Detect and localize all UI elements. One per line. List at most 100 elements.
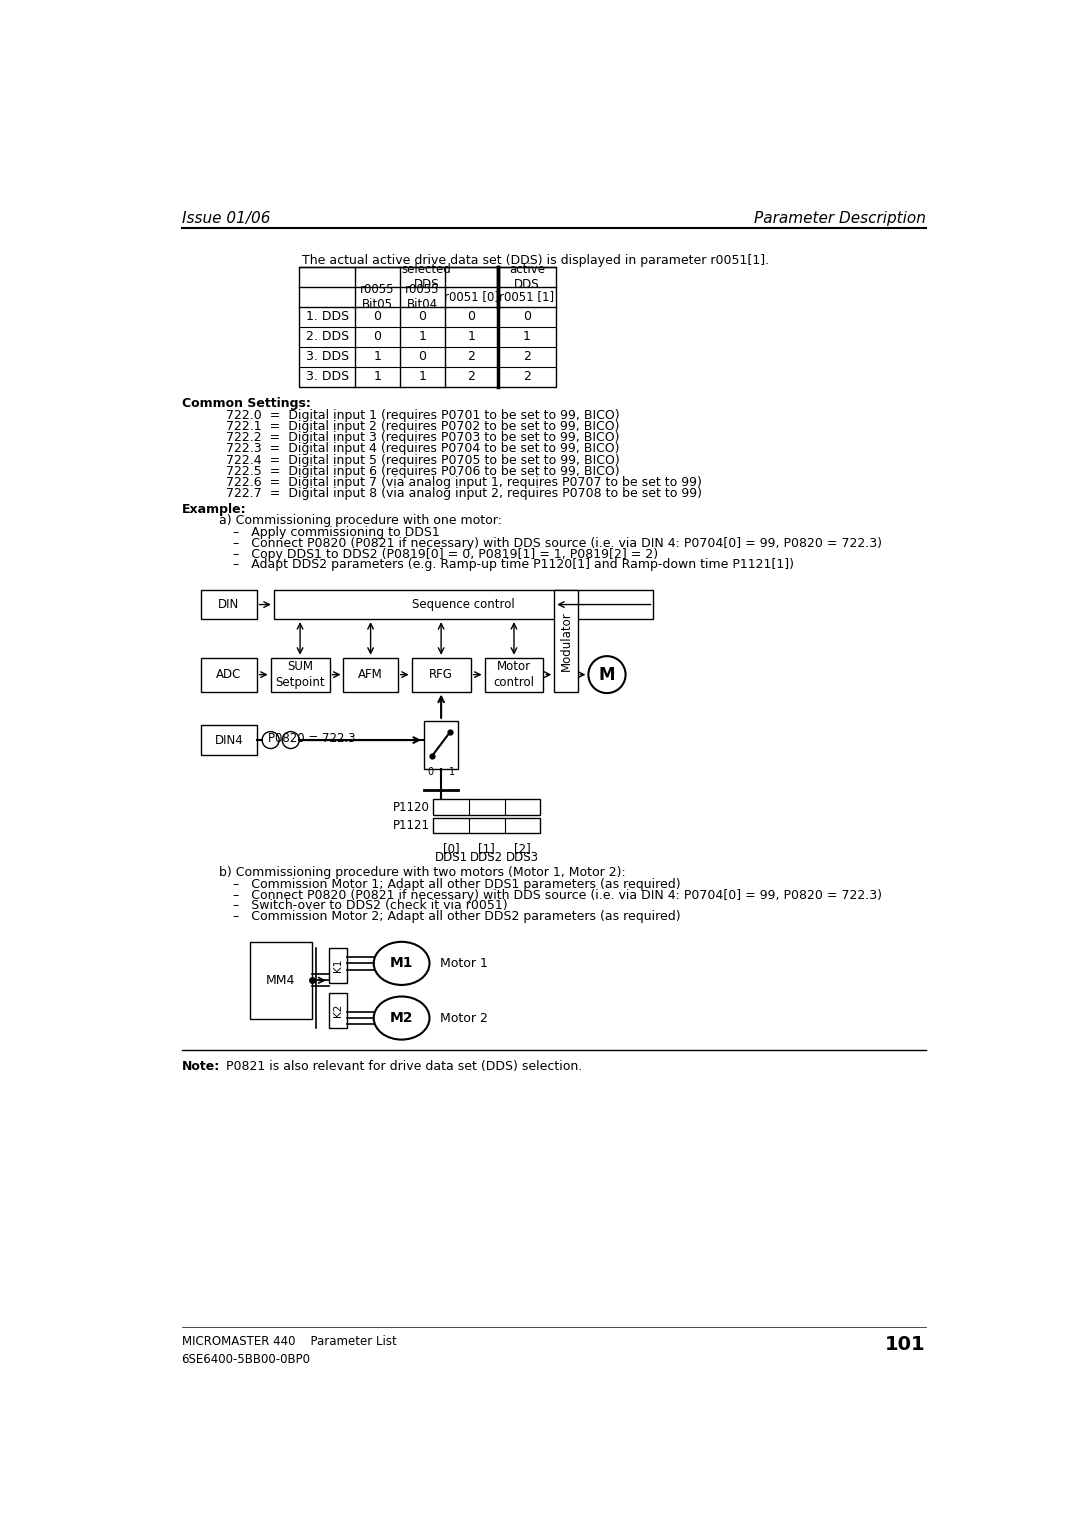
Circle shape (262, 732, 279, 749)
Ellipse shape (374, 996, 430, 1039)
Bar (424, 721, 458, 769)
Text: AFM: AFM (359, 668, 383, 681)
Bar (433, 817, 540, 833)
Text: DDS1: DDS1 (434, 851, 468, 863)
Text: K2: K2 (333, 1004, 343, 1018)
Text: r0055
Bit05: r0055 Bit05 (361, 283, 395, 310)
Bar (249, 941, 312, 1019)
Text: –   Switch-over to DDS2 (check it via r0051): – Switch-over to DDS2 (check it via r005… (232, 900, 508, 912)
Circle shape (589, 656, 625, 694)
Text: a) Commissioning procedure with one motor:: a) Commissioning procedure with one moto… (218, 515, 501, 527)
Bar (201, 726, 257, 755)
Text: MICROMASTER 440    Parameter List
6SE6400-5BB00-0BP0: MICROMASTER 440 Parameter List 6SE6400-5… (181, 1334, 396, 1366)
Text: –   Copy DDS1 to DDS2 (P0819[0] = 0, P0819[1] = 1, P0819[2] = 2): – Copy DDS1 to DDS2 (P0819[0] = 0, P0819… (232, 547, 658, 561)
Text: DIN4: DIN4 (215, 733, 243, 747)
Text: Modulator: Modulator (559, 611, 572, 671)
Text: –   Commission Motor 2; Adapt all other DDS2 parameters (as required): – Commission Motor 2; Adapt all other DD… (232, 911, 680, 923)
Text: MM4: MM4 (266, 973, 296, 987)
Text: DIN: DIN (218, 597, 240, 611)
Text: P1120: P1120 (393, 801, 430, 813)
Text: 722.3  =  Digital input 4 (requires P0704 to be set to 99, BICO): 722.3 = Digital input 4 (requires P0704 … (227, 443, 620, 455)
Text: 0: 0 (523, 310, 530, 322)
Text: The actual active drive data set (DDS) is displayed in parameter r0051[1].: The actual active drive data set (DDS) i… (301, 254, 769, 267)
Text: 2: 2 (523, 350, 530, 364)
Text: 1: 1 (374, 370, 381, 384)
Text: 2. DDS: 2. DDS (306, 330, 349, 344)
Text: Motor
control: Motor control (494, 660, 535, 689)
Bar (328, 947, 348, 984)
Text: 722.6  =  Digital input 7 (via analog input 1, requires P0707 to be set to 99): 722.6 = Digital input 7 (via analog inpu… (227, 475, 702, 489)
Text: M1: M1 (390, 957, 414, 970)
Text: DDS3: DDS3 (507, 851, 539, 863)
Text: 0: 0 (468, 310, 475, 322)
Text: Sequence control: Sequence control (413, 597, 515, 611)
Text: 3. DDS: 3. DDS (306, 350, 349, 364)
Text: 0: 0 (428, 767, 433, 778)
Text: P0820 = 722.3: P0820 = 722.3 (268, 732, 355, 744)
Text: 101: 101 (885, 1334, 926, 1354)
Bar (328, 993, 348, 1028)
Text: 0: 0 (374, 310, 381, 322)
Text: b) Commissioning procedure with two motors (Motor 1, Motor 2):: b) Commissioning procedure with two moto… (218, 865, 625, 879)
Text: 1: 1 (449, 767, 455, 778)
Text: Note:: Note: (181, 1060, 219, 1073)
Text: 2: 2 (523, 370, 530, 384)
Text: Common Settings:: Common Settings: (181, 397, 310, 411)
Ellipse shape (374, 941, 430, 986)
Bar (554, 590, 578, 692)
Bar (433, 799, 540, 814)
Text: 722.5  =  Digital input 6 (requires P0706 to be set to 99, BICO): 722.5 = Digital input 6 (requires P0706 … (227, 465, 620, 478)
Text: 1: 1 (419, 330, 427, 344)
Text: [0]: [0] (443, 842, 459, 854)
Text: 1: 1 (468, 330, 475, 344)
Text: ADC: ADC (216, 668, 242, 681)
Text: 722.4  =  Digital input 5 (requires P0705 to be set to 99, BICO): 722.4 = Digital input 5 (requires P0705 … (227, 454, 620, 466)
Text: M2: M2 (390, 1012, 414, 1025)
Text: –   Connect P0820 (P0821 if necessary) with DDS source (i.e. via DIN 4: P0704[0]: – Connect P0820 (P0821 if necessary) wit… (232, 889, 881, 902)
Bar (411, 657, 471, 692)
Text: M: M (598, 666, 616, 683)
Text: 0: 0 (374, 330, 381, 344)
Text: –   Apply commissioning to DDS1: – Apply commissioning to DDS1 (232, 526, 440, 539)
Text: RFG: RFG (429, 668, 454, 681)
Text: 722.0  =  Digital input 1 (requires P0701 to be set to 99, BICO): 722.0 = Digital input 1 (requires P0701 … (227, 410, 620, 422)
Text: 0: 0 (419, 310, 427, 322)
Text: r0051 [1]: r0051 [1] (499, 290, 554, 303)
Text: [1]: [1] (478, 842, 496, 854)
Text: 0: 0 (419, 350, 427, 364)
Bar (485, 657, 543, 692)
Text: Motor 2: Motor 2 (441, 1012, 488, 1025)
Bar (273, 590, 653, 619)
Text: –   Adapt DDS2 parameters (e.g. Ramp-up time P1120[1] and Ramp-down time P1121[1: – Adapt DDS2 parameters (e.g. Ramp-up ti… (232, 558, 794, 571)
Text: Example:: Example: (181, 503, 246, 516)
Text: 2: 2 (468, 350, 475, 364)
Text: 3. DDS: 3. DDS (306, 370, 349, 384)
Text: P0821 is also relevant for drive data set (DDS) selection.: P0821 is also relevant for drive data se… (227, 1060, 583, 1073)
Text: Issue 01/06: Issue 01/06 (181, 211, 270, 226)
Text: 1: 1 (419, 370, 427, 384)
Text: r0055
Bit04: r0055 Bit04 (405, 283, 440, 310)
Text: [2]: [2] (514, 842, 531, 854)
Text: Parameter Description: Parameter Description (754, 211, 926, 226)
Text: 1: 1 (523, 330, 530, 344)
Text: 1. DDS: 1. DDS (306, 310, 349, 322)
Bar (201, 657, 257, 692)
Text: selected
DDS: selected DDS (402, 263, 451, 290)
Circle shape (282, 732, 299, 749)
Text: K1: K1 (333, 960, 343, 972)
Text: DDS2: DDS2 (470, 851, 503, 863)
Text: Motor 1: Motor 1 (441, 957, 488, 970)
Bar (201, 590, 257, 619)
Text: P1121: P1121 (392, 819, 430, 833)
Text: SUM
Setpoint: SUM Setpoint (275, 660, 325, 689)
Text: –   Connect P0820 (P0821 if necessary) with DDS source (i.e. via DIN 4: P0704[0]: – Connect P0820 (P0821 if necessary) wit… (232, 536, 881, 550)
Text: 2: 2 (468, 370, 475, 384)
Bar (343, 657, 397, 692)
Text: 722.1  =  Digital input 2 (requires P0702 to be set to 99, BICO): 722.1 = Digital input 2 (requires P0702 … (227, 420, 620, 432)
Text: r0051 [0]: r0051 [0] (444, 290, 499, 303)
Text: 722.7  =  Digital input 8 (via analog input 2, requires P0708 to be set to 99): 722.7 = Digital input 8 (via analog inpu… (227, 487, 702, 500)
Text: –   Commission Motor 1; Adapt all other DDS1 parameters (as required): – Commission Motor 1; Adapt all other DD… (232, 879, 680, 891)
Bar (271, 657, 329, 692)
Text: 1: 1 (374, 350, 381, 364)
Text: active
DDS: active DDS (509, 263, 544, 290)
